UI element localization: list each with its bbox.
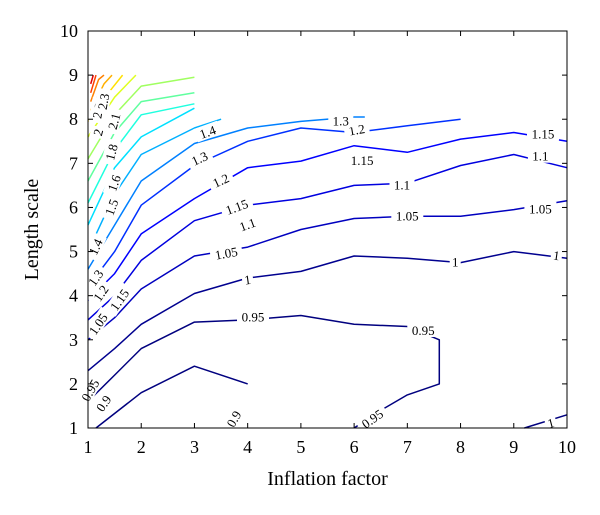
- contour-label: 1.1: [389, 177, 415, 192]
- x-tick-label: 1: [84, 437, 93, 457]
- svg-text:1.8: 1.8: [102, 142, 121, 162]
- svg-text:1: 1: [452, 255, 459, 270]
- contour-line-1.7: [87, 92, 195, 182]
- contour-line-0.95: [87, 314, 441, 429]
- svg-text:1: 1: [243, 272, 252, 288]
- y-tick-label: 10: [60, 21, 78, 41]
- svg-text:1.05: 1.05: [529, 202, 552, 217]
- contour-label: 0.9: [221, 404, 246, 434]
- y-tick-label: 7: [69, 153, 78, 173]
- contour-label: 1.05: [391, 208, 424, 223]
- x-tick-label: 8: [456, 437, 465, 457]
- svg-text:1.5: 1.5: [102, 197, 122, 217]
- x-tick-label: 4: [243, 437, 252, 457]
- contour-line-1.2: [87, 118, 461, 288]
- plot-area: [88, 31, 567, 428]
- contour-label: 2.3: [93, 87, 113, 115]
- x-tick-label: 10: [558, 437, 576, 457]
- svg-text:1.3: 1.3: [333, 113, 349, 128]
- contour-label: 1.4: [193, 120, 222, 143]
- contour-line-1.1: [87, 153, 568, 321]
- contour-label: 1.6: [102, 168, 125, 197]
- svg-text:0.9: 0.9: [223, 408, 244, 430]
- x-tick-label: 6: [350, 437, 359, 457]
- y-tick-label: 6: [69, 197, 78, 217]
- contour-line-1.5: [87, 107, 195, 226]
- y-tick-label: 4: [69, 286, 78, 306]
- svg-text:1.1: 1.1: [532, 149, 548, 164]
- contour-label: 1.15: [219, 194, 255, 219]
- contour-label: 1.2: [206, 168, 235, 192]
- svg-text:1.4: 1.4: [197, 122, 218, 142]
- x-tick-label: 2: [137, 437, 146, 457]
- svg-text:1.15: 1.15: [224, 196, 251, 218]
- contour-line-1: [87, 250, 568, 372]
- svg-text:1.05: 1.05: [396, 208, 419, 223]
- contour-label: 1.1: [527, 148, 553, 164]
- contour-line-1.9: [87, 74, 137, 138]
- y-axis-title: Length scale: [21, 179, 43, 281]
- contour-line-1.15: [87, 131, 568, 301]
- contour-label: 2.1: [103, 107, 124, 136]
- contour-label: 0.95: [237, 309, 269, 325]
- contour-label: 1.15: [527, 126, 559, 142]
- svg-text:2.1: 2.1: [105, 111, 124, 131]
- contour-label: 1.05: [524, 201, 557, 217]
- svg-text:1.6: 1.6: [104, 172, 124, 193]
- svg-text:1.2: 1.2: [210, 170, 231, 190]
- svg-text:0.95: 0.95: [412, 323, 435, 338]
- y-tick-label: 9: [69, 65, 78, 85]
- y-tick-label: 2: [69, 374, 78, 394]
- y-tick-label: 3: [69, 330, 78, 350]
- x-tick-label: 7: [403, 437, 412, 457]
- svg-text:1.05: 1.05: [214, 244, 239, 263]
- contour-line-2.4: [89, 74, 95, 85]
- x-tick-label: 3: [190, 437, 199, 457]
- contour-line-2.2: [89, 74, 105, 102]
- contour-label: 1.8: [101, 138, 122, 166]
- contour-label: 1: [449, 254, 461, 270]
- contour-line-2.3: [89, 74, 97, 94]
- svg-text:1: 1: [552, 248, 561, 264]
- contour-label: 1.15: [346, 153, 379, 168]
- contour-label: 2: [89, 125, 106, 140]
- contour-label: 1: [550, 247, 563, 263]
- x-axis-title: Inflation factor: [267, 468, 388, 490]
- contour-label: 1: [543, 414, 558, 431]
- contour-label: 1: [241, 271, 254, 288]
- svg-text:0.95: 0.95: [242, 310, 265, 325]
- y-tick-label: 5: [69, 242, 78, 262]
- svg-text:1.1: 1.1: [394, 177, 410, 192]
- svg-text:1.1: 1.1: [237, 215, 257, 235]
- contour-label: 0.95: [407, 323, 440, 338]
- svg-text:1: 1: [546, 415, 556, 431]
- contour-label: 1.3: [328, 113, 354, 128]
- contour-label: 1.3: [185, 146, 214, 170]
- contour-line-1.6: [87, 103, 195, 204]
- contour-label: 1.1: [233, 213, 262, 236]
- contour-lines: [87, 74, 568, 429]
- contour-line-1.05: [87, 200, 568, 341]
- contour-line-0.9: [95, 365, 248, 429]
- svg-text:1.3: 1.3: [189, 148, 210, 168]
- contour-label: 1.05: [209, 243, 244, 263]
- x-tick-label: 5: [296, 437, 305, 457]
- plot-frame: [87, 30, 568, 429]
- x-tick-label: 9: [509, 437, 518, 457]
- svg-text:2: 2: [90, 127, 106, 137]
- contour-label: 1.5: [100, 192, 122, 222]
- y-tick-label: 1: [69, 418, 78, 438]
- y-tick-label: 8: [69, 109, 78, 129]
- svg-text:1.15: 1.15: [351, 153, 374, 168]
- svg-text:1.15: 1.15: [532, 127, 555, 142]
- svg-text:2.3: 2.3: [95, 92, 113, 111]
